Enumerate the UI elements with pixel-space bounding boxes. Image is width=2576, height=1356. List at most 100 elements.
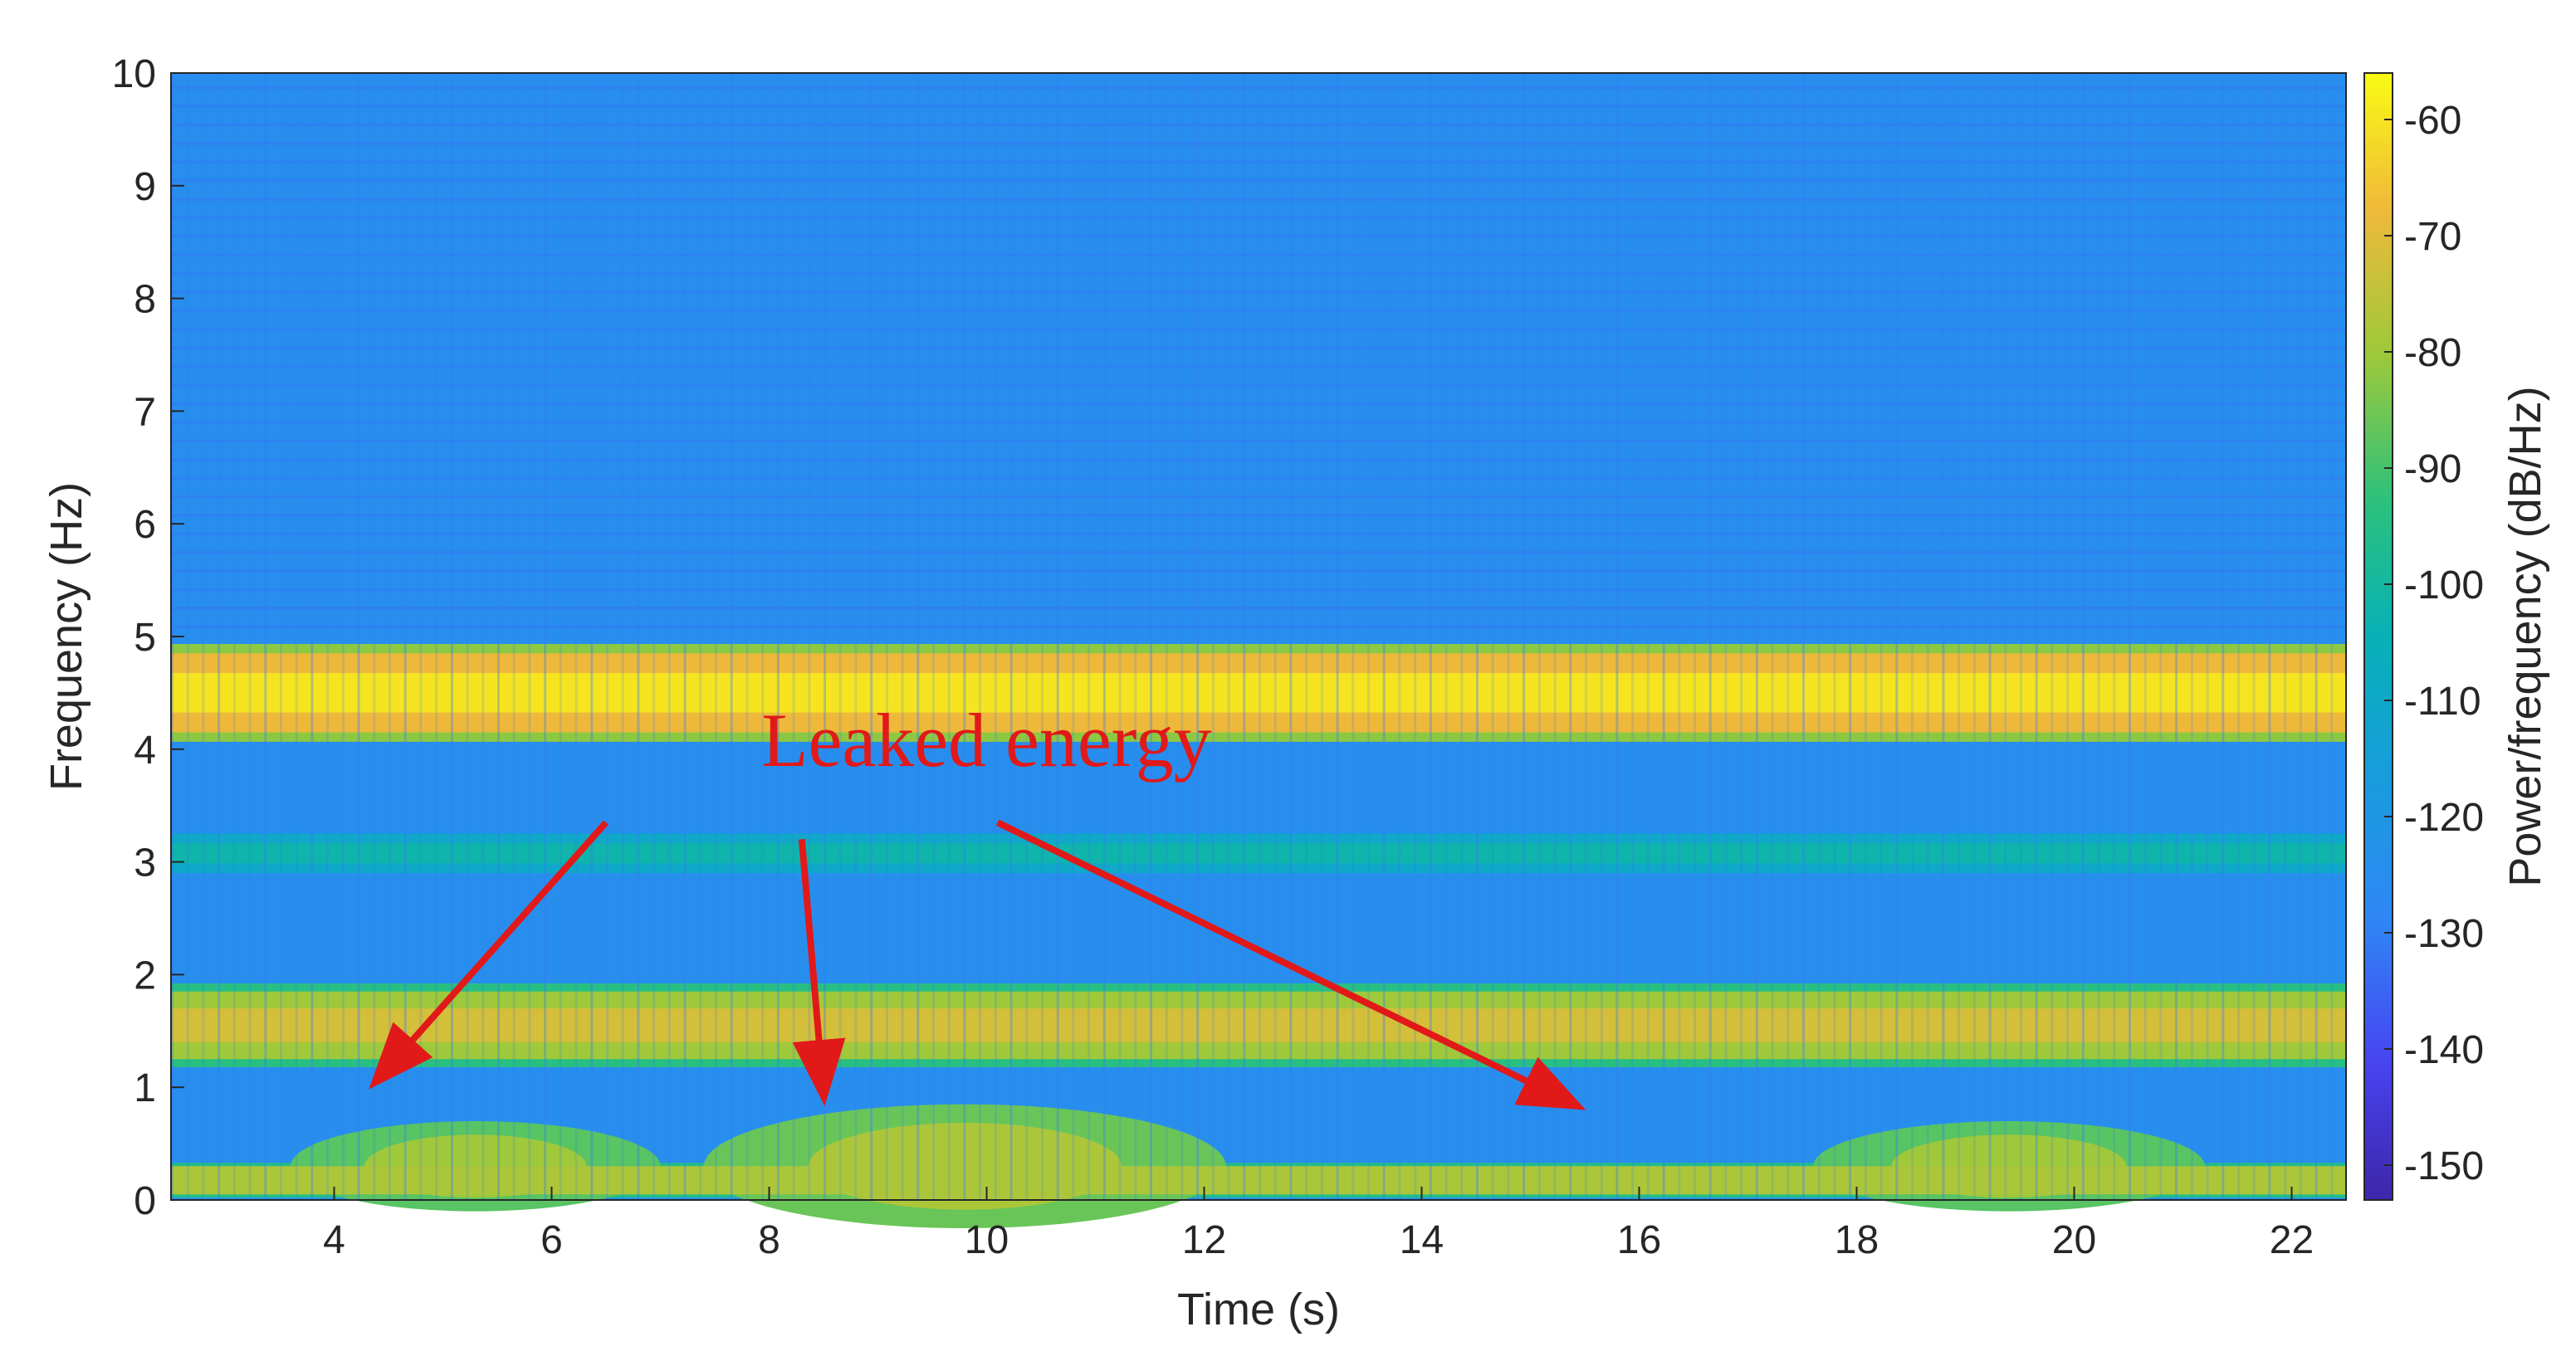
texture-stripe bbox=[171, 532, 2346, 536]
texture-stripe bbox=[1942, 73, 1945, 1200]
texture-stripe bbox=[171, 514, 2346, 517]
colorbar-tick-label: -130 bbox=[2404, 912, 2484, 956]
band-core-1 bbox=[171, 1008, 2346, 1042]
texture-stripe bbox=[761, 73, 765, 1200]
texture-stripe bbox=[481, 73, 485, 1200]
texture-stripe bbox=[497, 73, 500, 1200]
texture-stripe bbox=[667, 73, 671, 1200]
texture-stripe bbox=[1615, 73, 1619, 1200]
texture-stripe bbox=[171, 420, 2346, 424]
texture-stripe bbox=[776, 73, 780, 1200]
colorbar-tick-label: -110 bbox=[2404, 680, 2481, 724]
texture-layer bbox=[171, 73, 2346, 1200]
texture-stripe bbox=[171, 364, 2346, 368]
band-core-0 bbox=[171, 673, 2346, 713]
texture-stripe bbox=[1879, 73, 1883, 1200]
colorbar-label: Power/frequency (dB/Hz) bbox=[2500, 386, 2550, 886]
texture-stripe bbox=[310, 73, 314, 1200]
texture-stripe bbox=[218, 73, 221, 1200]
texture-stripe bbox=[838, 73, 842, 1200]
texture-stripe bbox=[1988, 73, 1992, 1200]
texture-stripe bbox=[1118, 73, 1122, 1200]
x-tick-label: 16 bbox=[1617, 1218, 1661, 1262]
texture-stripe bbox=[512, 73, 516, 1200]
texture-stripe bbox=[699, 73, 702, 1200]
texture-stripe bbox=[1025, 73, 1029, 1200]
texture-stripe bbox=[1491, 73, 1494, 1200]
texture-stripe bbox=[1817, 73, 1821, 1200]
texture-stripe bbox=[621, 73, 624, 1200]
texture-stripe bbox=[450, 73, 453, 1200]
texture-stripe bbox=[1662, 73, 1665, 1200]
texture-stripe bbox=[808, 73, 811, 1200]
texture-stripe bbox=[171, 383, 2346, 388]
texture-stripe bbox=[435, 73, 438, 1200]
texture-stripe bbox=[1833, 73, 1836, 1200]
texture-stripe bbox=[2206, 73, 2209, 1200]
x-axis-label: Time (s) bbox=[1177, 1285, 1340, 1334]
texture-stripe bbox=[171, 290, 2346, 295]
texture-stripe bbox=[2299, 73, 2302, 1200]
texture-stripe bbox=[2035, 73, 2038, 1200]
texture-stripe bbox=[1289, 73, 1293, 1200]
texture-stripe bbox=[2268, 73, 2271, 1200]
texture-stripe bbox=[1895, 73, 1899, 1200]
x-tick-label: 12 bbox=[1182, 1218, 1226, 1262]
texture-stripe bbox=[1911, 73, 1914, 1200]
texture-stripe bbox=[1646, 73, 1650, 1200]
texture-stripe bbox=[2097, 73, 2100, 1200]
texture-stripe bbox=[1352, 73, 1355, 1200]
x-tick-label: 22 bbox=[2270, 1218, 2314, 1262]
texture-stripe bbox=[2252, 73, 2256, 1200]
texture-stripe bbox=[2143, 73, 2147, 1200]
texture-stripe bbox=[2113, 73, 2116, 1200]
y-tick-label: 9 bbox=[134, 165, 156, 209]
texture-stripe bbox=[1972, 73, 1976, 1200]
texture-stripe bbox=[870, 73, 873, 1200]
texture-stripe bbox=[264, 73, 267, 1200]
band-core-3 bbox=[171, 843, 2346, 864]
texture-stripe bbox=[2222, 73, 2225, 1200]
texture-stripe bbox=[171, 495, 2346, 499]
texture-stripe bbox=[1072, 73, 1075, 1200]
texture-stripe bbox=[248, 73, 252, 1200]
colorbar-tick-label: -80 bbox=[2404, 331, 2461, 375]
texture-stripe bbox=[1041, 73, 1044, 1200]
y-tick-label: 7 bbox=[134, 390, 156, 434]
texture-stripe bbox=[1102, 73, 1106, 1200]
texture-stripe bbox=[171, 198, 2346, 202]
colorbar: -60 -70 -80 -90 -100 -110 -120 -130 -140 -150 Pow… bbox=[2363, 72, 2550, 1201]
texture-stripe bbox=[466, 73, 469, 1200]
texture-stripe bbox=[357, 73, 360, 1200]
texture-stripe bbox=[885, 73, 888, 1200]
texture-stripe bbox=[2004, 73, 2007, 1200]
texture-stripe bbox=[1259, 73, 1261, 1200]
x-tick-label: 6 bbox=[540, 1218, 563, 1262]
texture-stripe bbox=[1864, 73, 1867, 1200]
texture-stripe bbox=[1537, 73, 1541, 1200]
texture-stripe bbox=[1056, 73, 1059, 1200]
texture-stripe bbox=[1398, 73, 1401, 1200]
texture-stripe bbox=[171, 160, 2346, 164]
texture-stripe bbox=[2129, 73, 2131, 1200]
y-tick-label: 5 bbox=[134, 616, 156, 660]
x-tick-label: 20 bbox=[2052, 1218, 2096, 1262]
y-tick-label: 1 bbox=[134, 1066, 156, 1110]
colorbar-tick-label: -120 bbox=[2404, 796, 2484, 840]
texture-stripe bbox=[1165, 73, 1168, 1200]
texture-stripe bbox=[186, 73, 189, 1200]
y-axis: 0 1 2 3 4 5 6 7 8 9 10 bbox=[112, 52, 184, 1223]
texture-stripe bbox=[1305, 73, 1308, 1200]
texture-stripe bbox=[528, 73, 531, 1200]
texture-stripe bbox=[854, 73, 858, 1200]
texture-stripe bbox=[1724, 73, 1728, 1200]
texture-stripe bbox=[1476, 73, 1479, 1200]
x-axis: 4 6 8 10 12 14 16 18 20 22 bbox=[323, 1187, 2314, 1262]
texture-stripe bbox=[403, 73, 407, 1200]
band-bottom-overlay bbox=[171, 1166, 2346, 1195]
texture-stripe bbox=[171, 123, 2346, 127]
texture-stripe bbox=[171, 625, 2346, 629]
texture-stripe bbox=[419, 73, 423, 1200]
texture-stripe bbox=[947, 73, 951, 1200]
